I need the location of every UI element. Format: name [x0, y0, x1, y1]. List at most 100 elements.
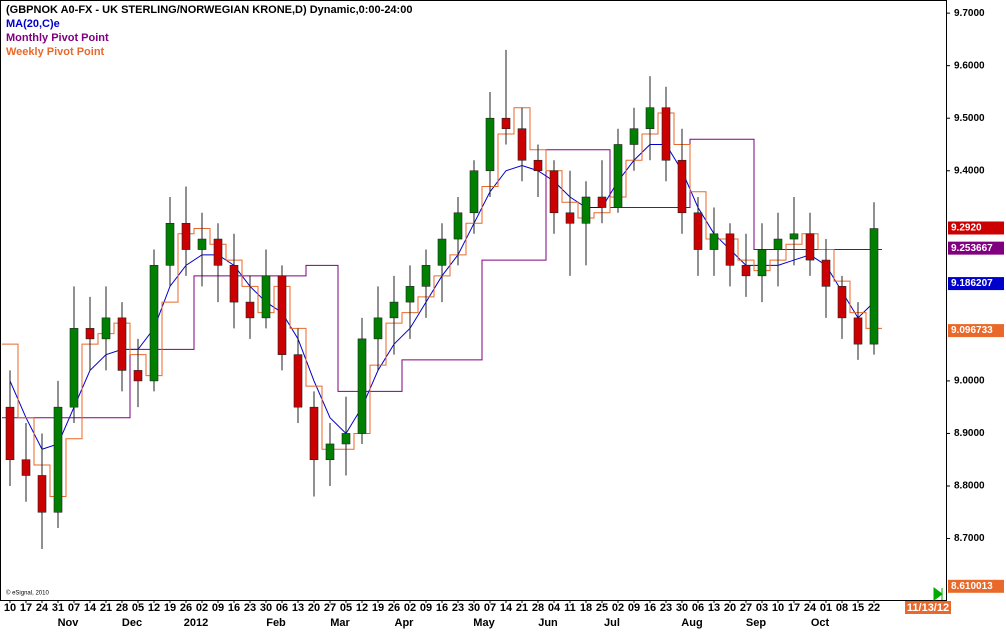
x-month-label: Apr [395, 617, 415, 629]
y-tick-label: 9.5000 [954, 113, 985, 124]
candle-body [741, 265, 751, 277]
candle-body [869, 228, 879, 345]
candle-body [325, 443, 335, 461]
candle-body [309, 406, 319, 461]
date-box [905, 601, 951, 614]
candle-body [245, 301, 255, 319]
price-label: 9.186207 [951, 278, 993, 289]
candle-body [805, 233, 815, 261]
candle-body [389, 301, 399, 319]
candle-body [165, 222, 175, 266]
x-tick-label: 06 [276, 602, 288, 614]
legend-entry: MA(20,C)e [6, 18, 60, 30]
price-label: 9.096733 [951, 325, 993, 336]
price-label-box [948, 277, 1004, 291]
legend-entry: Monthly Pivot Point [6, 32, 109, 44]
candle-body [629, 128, 639, 145]
price-label-box [948, 241, 1004, 255]
price-label-box [948, 579, 1004, 593]
x-tick-label: 20 [308, 602, 320, 614]
x-tick-label: 17 [20, 602, 32, 614]
x-tick-label: 13 [292, 602, 304, 614]
x-tick-label: 30 [468, 602, 480, 614]
candle-body [517, 128, 527, 161]
x-tick-label: 27 [324, 602, 336, 614]
arrow-icon [933, 587, 943, 601]
x-tick-label: 03 [756, 602, 768, 614]
x-tick-label: 26 [180, 602, 192, 614]
x-month-label: Dec [122, 617, 142, 629]
candle-body [229, 265, 239, 303]
candle-body [661, 107, 671, 161]
price-label-box [948, 221, 1004, 235]
y-tick-label: 9.4000 [954, 165, 985, 176]
candle-body [725, 233, 735, 266]
candle-body [485, 117, 495, 172]
x-tick-label: 31 [52, 602, 64, 614]
candle-body [757, 249, 767, 277]
x-month-label: Nov [58, 617, 80, 629]
x-tick-label: 05 [132, 602, 144, 614]
x-tick-label: 02 [196, 602, 208, 614]
candle-body [213, 238, 223, 266]
x-tick-label: 12 [148, 602, 160, 614]
x-tick-label: 11 [564, 602, 576, 614]
candle-body [117, 317, 127, 371]
y-tick-label: 9.7000 [954, 8, 985, 19]
x-tick-label: 10 [4, 602, 16, 614]
x-tick-label: 05 [340, 602, 352, 614]
candle-body [549, 170, 559, 214]
x-tick-label: 14 [84, 602, 97, 614]
candle-body [773, 238, 783, 250]
x-tick-label: 30 [676, 602, 688, 614]
x-month-label: Jun [538, 617, 558, 629]
candle-body [581, 196, 591, 224]
price-label: 9.253667 [951, 243, 993, 254]
x-tick-label: 06 [692, 602, 704, 614]
candle-body [677, 159, 687, 214]
x-tick-label: 16 [644, 602, 656, 614]
x-tick-label: 09 [212, 602, 224, 614]
x-tick-label: 14 [500, 602, 513, 614]
x-month-label: Jul [604, 617, 620, 629]
y-tick-label: 8.8000 [954, 481, 985, 492]
x-tick-label: 23 [244, 602, 256, 614]
candle-body [565, 212, 575, 224]
x-tick-label: 18 [580, 602, 592, 614]
x-tick-label: 20 [724, 602, 736, 614]
y-tick-label: 9.0000 [954, 376, 985, 387]
x-tick-label: 19 [164, 602, 176, 614]
candle-body [373, 317, 383, 340]
x-tick-label: 12 [356, 602, 368, 614]
x-tick-label: 08 [836, 602, 848, 614]
candle-body [789, 233, 799, 240]
x-tick-label: 23 [452, 602, 464, 614]
candle-body [501, 117, 511, 130]
x-tick-label: 24 [36, 602, 49, 614]
candle-body [693, 212, 703, 250]
legend-entry: Weekly Pivot Point [6, 46, 105, 58]
candle-body [197, 238, 207, 250]
x-tick-label: 16 [436, 602, 448, 614]
candle-body [101, 317, 111, 340]
candle-body [533, 159, 543, 172]
x-tick-label: 28 [116, 602, 128, 614]
x-tick-label: 26 [388, 602, 400, 614]
candle-body [341, 433, 351, 445]
x-month-label: Sep [746, 617, 766, 629]
candle-body [53, 406, 63, 513]
candle-body [69, 328, 79, 408]
y-tick-label: 8.9000 [954, 428, 985, 439]
candle-body [37, 475, 47, 513]
candle-body [613, 144, 623, 208]
candle-body [149, 265, 159, 382]
series-line [2, 138, 882, 419]
x-tick-label: 09 [628, 602, 640, 614]
x-tick-label: 07 [484, 602, 496, 614]
x-tick-label: 16 [228, 602, 240, 614]
x-tick-label: 21 [516, 602, 528, 614]
x-tick-label: 02 [404, 602, 416, 614]
x-tick-label: 24 [804, 602, 817, 614]
candle-body [261, 275, 271, 319]
x-tick-label: 07 [68, 602, 80, 614]
